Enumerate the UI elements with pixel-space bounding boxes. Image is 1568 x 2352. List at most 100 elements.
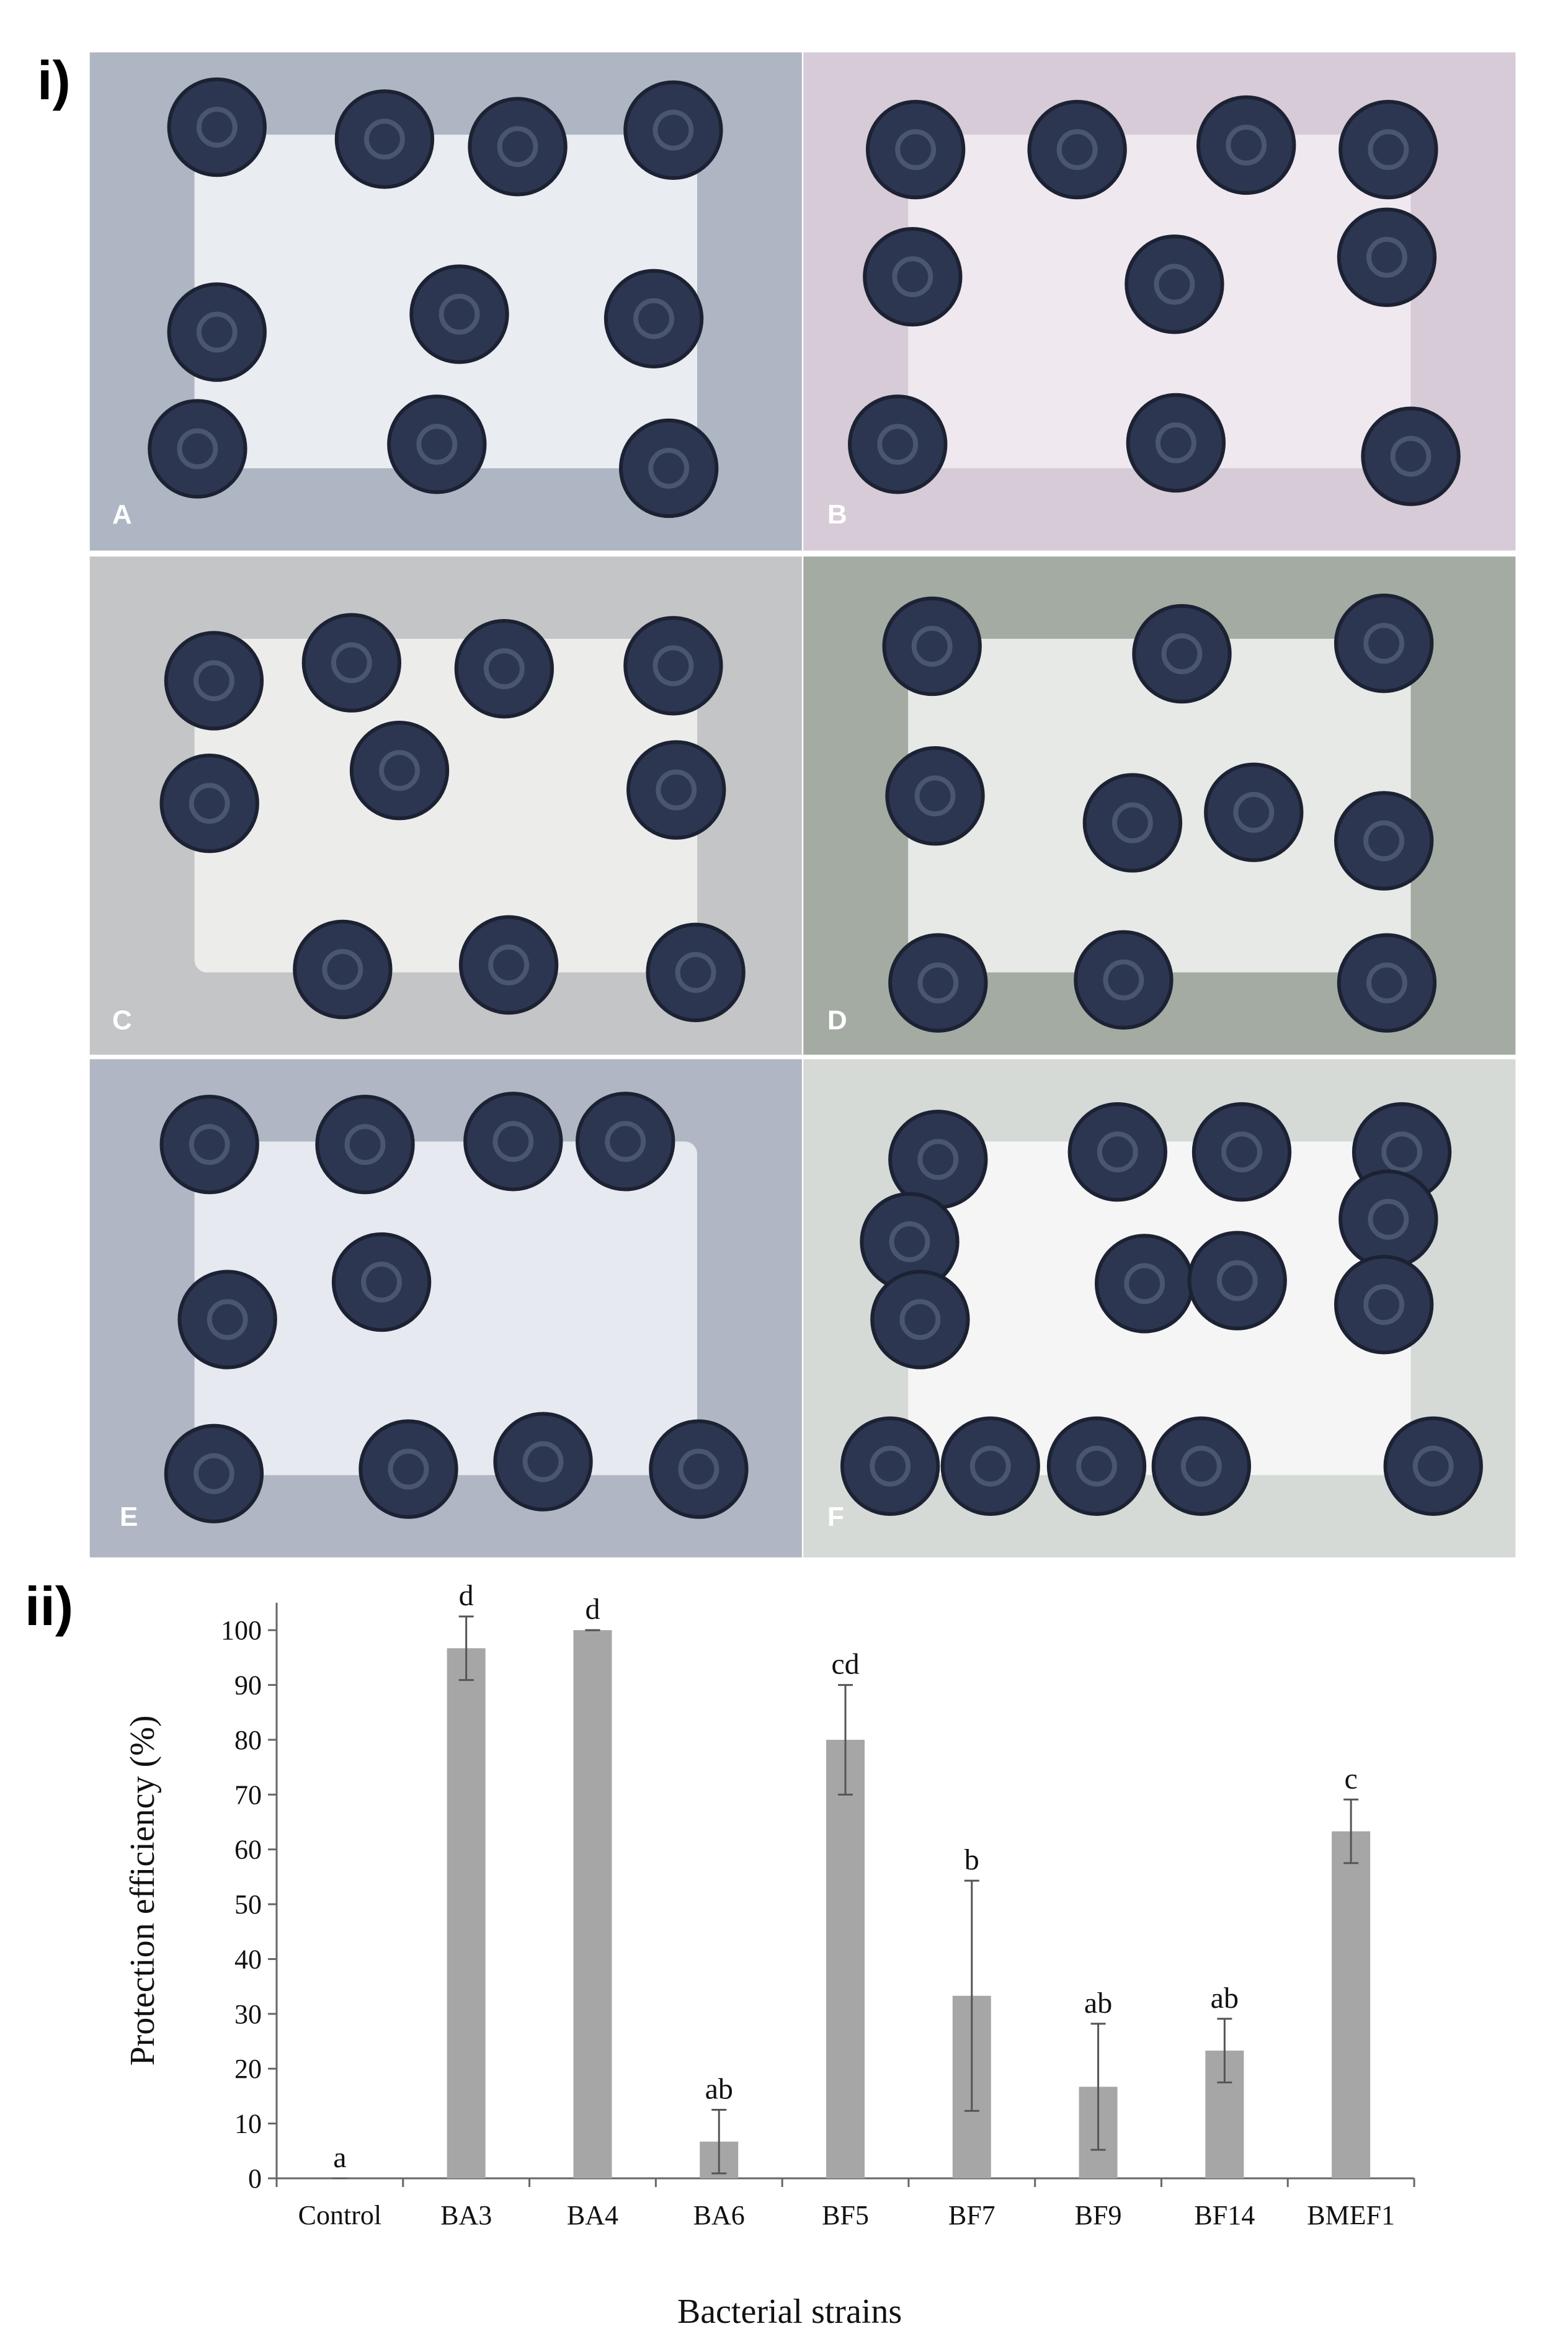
blueberry (1132, 604, 1232, 704)
blueberry-calyx (892, 256, 933, 298)
x-tick-label: BMEF1 (1307, 2200, 1395, 2230)
blueberry (848, 394, 948, 494)
blueberry (164, 631, 264, 731)
blueberry (1383, 1416, 1483, 1516)
blueberry (468, 97, 568, 197)
blueberry (463, 1092, 563, 1192)
blueberry (865, 100, 966, 200)
blueberry-calyx (1221, 1131, 1262, 1173)
x-tick-label: BA3 (440, 2200, 492, 2230)
y-tick-label: 80 (234, 1725, 262, 1755)
bar (447, 1648, 486, 2178)
blueberry (576, 1092, 675, 1192)
blueberry-calyx (177, 428, 218, 470)
blueberry-calyx (483, 648, 525, 690)
y-tick-label: 50 (234, 1889, 262, 1920)
blueberry (885, 746, 985, 846)
blueberry (331, 1232, 432, 1332)
blueberry (863, 227, 963, 327)
blueberry (649, 1419, 749, 1519)
blueberry-calyx (1412, 1445, 1454, 1487)
blueberry (458, 915, 559, 1015)
annotation: ab (1211, 1982, 1239, 2015)
blueberry (1046, 1416, 1147, 1516)
blueberry-calyx (605, 1121, 646, 1162)
blueberry-calyx (193, 1453, 234, 1494)
blueberry-calyx (917, 1139, 959, 1180)
blueberry-calyx (189, 1124, 230, 1165)
x-tick-label: BA4 (567, 2200, 618, 2230)
blueberry-calyx (1381, 1131, 1422, 1173)
blueberry (1361, 406, 1461, 506)
blueberry (359, 1419, 458, 1519)
blueberry (1334, 1255, 1434, 1355)
blueberry (1094, 1234, 1195, 1334)
blueberry (1082, 773, 1183, 873)
blueberry (1334, 791, 1434, 891)
blueberry-calyx (1216, 1260, 1258, 1301)
blueberry-calyx (1124, 1263, 1165, 1304)
blueberry-calyx (895, 129, 937, 171)
blueberry-calyx (1366, 962, 1407, 1004)
blueberry-calyx (1368, 1198, 1409, 1240)
x-axis-title: Bacterial strains (677, 2292, 902, 2331)
photo-label: D (827, 1005, 847, 1035)
y-tick-label: 90 (234, 1670, 262, 1701)
blueberry-calyx (1233, 791, 1275, 833)
blueberry-calyx (675, 951, 716, 993)
blueberry-calyx (196, 107, 238, 148)
annotation: ab (705, 2073, 733, 2106)
blueberry (334, 89, 435, 189)
blueberry (840, 1416, 940, 1516)
panel-label: ii) (25, 1575, 73, 1637)
blueberry-calyx (1103, 959, 1144, 1000)
blueberry (409, 264, 509, 364)
blueberry-calyx (1363, 820, 1405, 862)
tray (194, 1141, 697, 1476)
x-tick-label: BF9 (1075, 2200, 1122, 2230)
blueberry-calyx (653, 109, 694, 151)
blueberry (164, 1423, 264, 1524)
blueberry (870, 1270, 970, 1370)
y-tick-label: 10 (234, 2109, 262, 2139)
blueberry (1067, 1102, 1167, 1202)
blueberry-calyx (193, 660, 234, 702)
blueberry-calyx (497, 126, 538, 167)
blueberry-calyx (522, 1441, 564, 1482)
blueberry-calyx (1155, 422, 1196, 463)
blueberry-calyx (1076, 1445, 1117, 1487)
bar (826, 1739, 865, 2178)
blueberry-calyx (1226, 125, 1267, 166)
blueberry-calyx (416, 424, 458, 465)
blueberry (159, 754, 259, 853)
bar (573, 1630, 612, 2178)
blueberry-calyx (648, 448, 690, 489)
blueberry-calyx (361, 1262, 403, 1303)
blueberry (1334, 593, 1434, 693)
blueberry (626, 740, 726, 840)
blueberry-calyx (344, 1124, 386, 1165)
blueberry-calyx (388, 1448, 429, 1490)
blueberry-calyx (488, 944, 530, 986)
photo-label: C (112, 1005, 132, 1035)
blueberry (623, 80, 723, 180)
blueberry-calyx (911, 626, 953, 667)
blueberry-calyx (656, 769, 697, 811)
blueberry-calyx (1056, 129, 1098, 171)
blueberry (148, 399, 247, 499)
panel-label: i) (37, 50, 71, 111)
x-tick-label: BF5 (822, 2200, 869, 2230)
annotation: cd (831, 1648, 859, 1681)
blueberry (454, 618, 555, 719)
blueberry-calyx (439, 293, 480, 335)
annotation: d (585, 1593, 600, 1626)
y-axis-title: Protection efficiency (%) (123, 1716, 162, 2066)
y-tick-label: 20 (234, 2054, 262, 2084)
bar (1332, 1831, 1371, 2178)
blueberry (167, 77, 267, 177)
blueberry (1126, 393, 1226, 493)
x-tick-label: BA6 (693, 2200, 745, 2230)
x-tick-label: BF7 (948, 2200, 996, 2230)
blueberry (882, 596, 982, 697)
